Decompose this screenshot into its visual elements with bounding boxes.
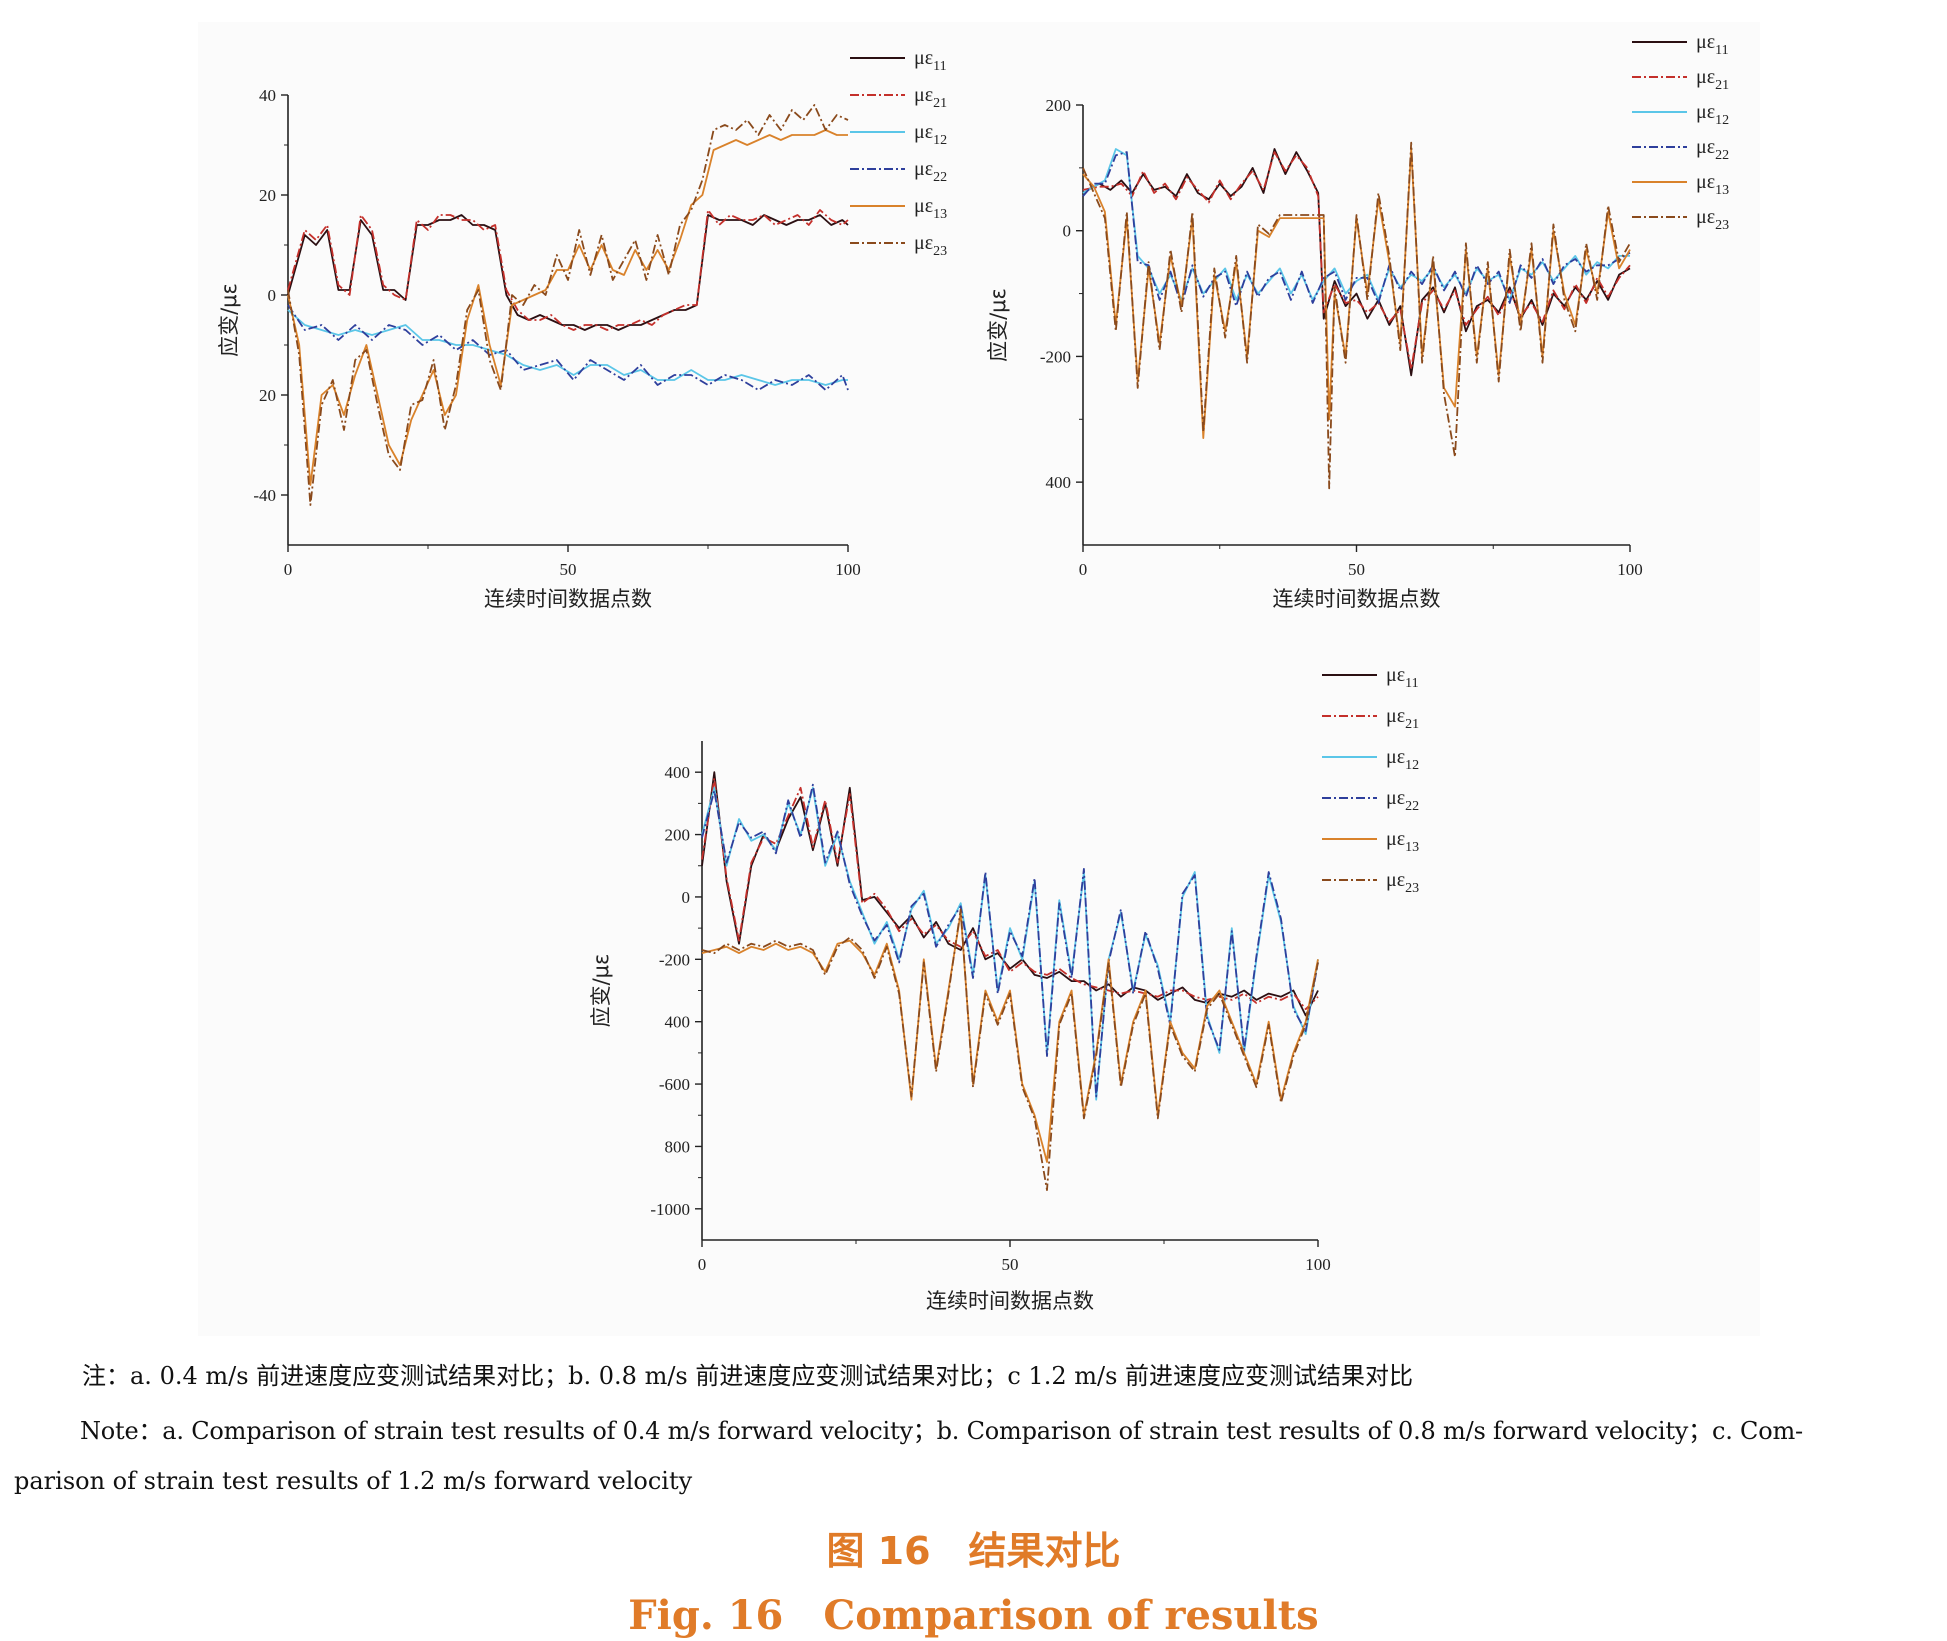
note-chinese: 注：a. 0.4 m/s 前进速度应变测试结果对比；b. 0.8 m/s 前进速… [82, 1362, 1414, 1390]
legend-label-23: με23 [1696, 206, 1729, 233]
series-line-με22 [701, 783, 1319, 1098]
y-tick-label: -1000 [650, 1200, 690, 1219]
y-tick-label: 400 [665, 1013, 691, 1032]
chart-c: 400 200 0 -200 400 -600 800 -1000 0 50 100 连续时间数据点数… [589, 664, 1419, 1313]
legend-label-23: με23 [1386, 869, 1419, 896]
legend-label-22: με22 [1696, 136, 1729, 163]
series-line-με23 [701, 908, 1319, 1191]
figure-caption-chinese: 图 16 结果对比 [826, 1529, 1121, 1573]
series-line-με12 [287, 309, 848, 386]
x-tick-label: 100 [1617, 560, 1643, 579]
figure-caption-english: Fig. 16 Comparison of results [628, 1592, 1319, 1639]
legend-label-11: με11 [1386, 664, 1419, 691]
series-line-με23 [1082, 141, 1631, 490]
y-tick-label: 200 [1046, 96, 1072, 115]
series-line-με13 [287, 129, 848, 486]
legend-label-11: με11 [1696, 31, 1729, 58]
x-tick-label: 100 [1305, 1255, 1331, 1274]
x-tick-label: 50 [560, 560, 577, 579]
legend-label-12: με12 [914, 121, 947, 148]
x-tick-label: 0 [284, 560, 293, 579]
series-line-με11 [287, 214, 849, 331]
legend-label-21: με21 [1386, 705, 1419, 732]
x-tick-label: 100 [835, 560, 861, 579]
legend-label-23: με23 [914, 232, 947, 259]
legend-label-12: με12 [1386, 746, 1419, 773]
y-axis-title: 应变/με [589, 954, 613, 1028]
y-tick-label: -600 [659, 1075, 690, 1094]
y-tick-label: 200 [665, 826, 691, 845]
series-line-με21 [701, 777, 1319, 1011]
legend-label-22: με22 [1386, 787, 1419, 814]
series-line-με23 [287, 104, 849, 506]
legend-label-13: με13 [1386, 828, 1419, 855]
chart-a: 40 20 0 20 -40 0 50 100 连续时间数据点数 应变/με με11 με21 με1… [217, 47, 947, 611]
x-axis-title: 连续时间数据点数 [484, 587, 652, 611]
y-tick-label: 0 [268, 286, 277, 305]
x-axis-title: 连续时间数据点数 [926, 1289, 1094, 1313]
y-tick-label: 0 [1063, 222, 1072, 241]
legend-label-13: με13 [1696, 171, 1729, 198]
x-axis-title: 连续时间数据点数 [1273, 587, 1441, 611]
legend-label-21: με21 [914, 84, 947, 111]
legend-label-12: με12 [1696, 101, 1729, 128]
series-line-με12 [701, 786, 1319, 1101]
chart-b: 200 0 -200 400 0 50 100 连续时间数据点数 应变/με με11 με21 με… [986, 31, 1729, 611]
y-tick-label: 20 [259, 186, 276, 205]
legend-label-11: με11 [914, 47, 947, 74]
series-line-με13 [701, 911, 1319, 1163]
y-axis-title: 应变/με [986, 288, 1010, 362]
series-line-με21 [1082, 151, 1631, 370]
y-tick-label: 0 [682, 888, 691, 907]
x-tick-label: 50 [1348, 560, 1365, 579]
y-axis-title: 应变/με [217, 283, 241, 357]
x-tick-label: 50 [1002, 1255, 1019, 1274]
series-line-με11 [701, 771, 1319, 1017]
series-line-με21 [287, 209, 849, 331]
y-tick-label: 400 [665, 763, 691, 782]
legend-label-21: με21 [1696, 66, 1729, 93]
y-tick-label: 800 [665, 1137, 691, 1156]
series-line-με22 [1082, 151, 1631, 308]
legend-label-13: με13 [914, 195, 947, 222]
y-tick-label: 20 [259, 386, 276, 405]
note-english-line-2: parison of strain test results of 1.2 m/… [14, 1467, 693, 1495]
y-tick-label: -40 [253, 486, 276, 505]
series-line-με22 [287, 304, 849, 391]
figure-panel [198, 22, 1760, 1336]
y-tick-label: 40 [259, 86, 276, 105]
y-tick-label: 400 [1046, 473, 1072, 492]
x-tick-label: 0 [698, 1255, 707, 1274]
note-english-line-1: Note：a. Comparison of strain test result… [80, 1417, 1803, 1445]
y-tick-label: -200 [659, 950, 690, 969]
legend-label-22: με22 [914, 158, 947, 185]
y-tick-label: -200 [1040, 347, 1071, 366]
x-tick-label: 0 [1079, 560, 1088, 579]
